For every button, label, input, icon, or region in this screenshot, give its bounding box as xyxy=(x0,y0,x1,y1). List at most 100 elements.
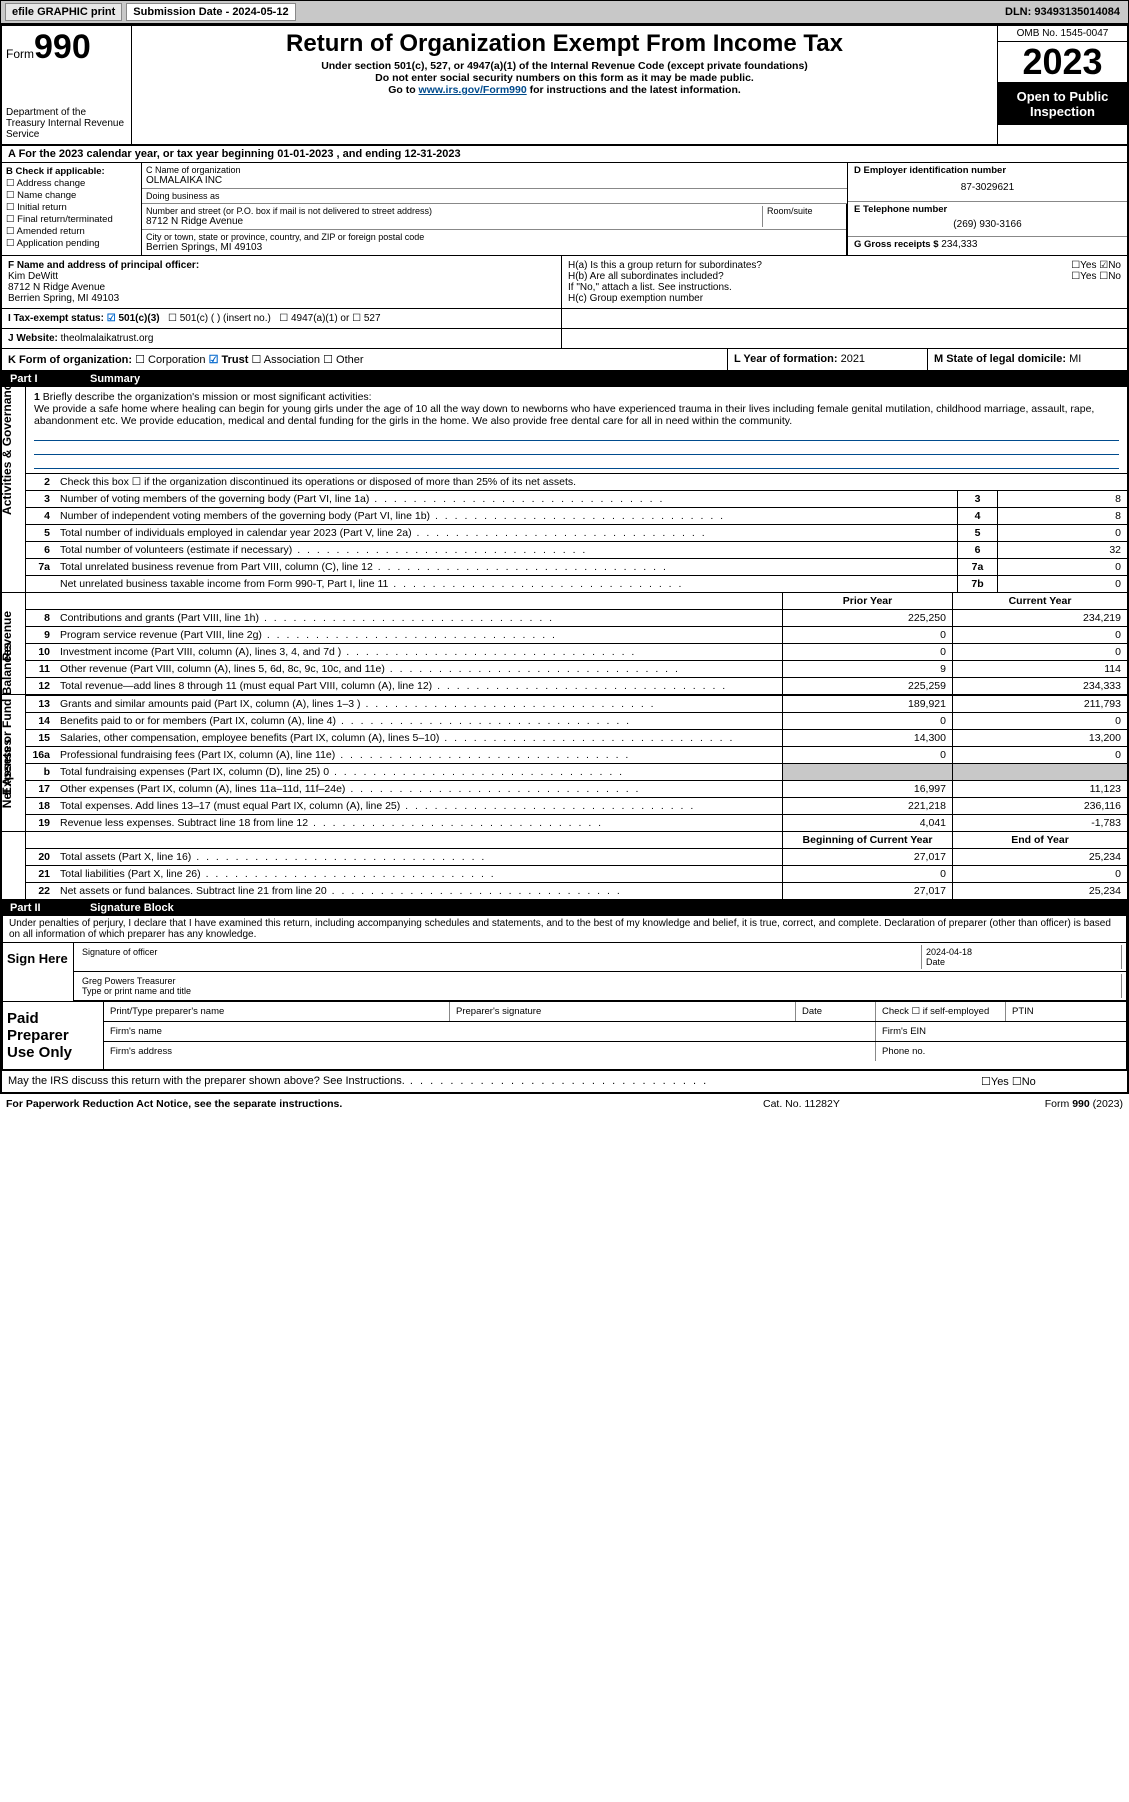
rev-line-12: 12Total revenue—add lines 8 through 11 (… xyxy=(26,677,1127,694)
address-field: Number and street (or P.O. box if mail i… xyxy=(142,204,846,230)
net-line-22: 22Net assets or fund balances. Subtract … xyxy=(26,882,1127,899)
mission-box: 1 Briefly describe the organization's mi… xyxy=(26,387,1127,473)
footer-right: Form 990 (2023) xyxy=(943,1098,1123,1110)
chk-association[interactable]: Association xyxy=(251,354,320,366)
chk-4947[interactable]: 4947(a)(1) or xyxy=(279,313,349,324)
officer-name-title: Greg Powers TreasurerType or print name … xyxy=(78,974,1122,998)
addr-label: Number and street (or P.O. box if mail i… xyxy=(146,206,762,216)
exp-line-15: 15Salaries, other compensation, employee… xyxy=(26,729,1127,746)
org-name-field: C Name of organization OLMALAIKA INC xyxy=(142,163,847,189)
topbar: efile GRAPHIC print Submission Date - 20… xyxy=(0,0,1129,24)
h-a-answer: ☐Yes ☑No xyxy=(1071,260,1121,271)
room-label: Room/suite xyxy=(767,206,842,216)
submission-date: Submission Date - 2024-05-12 xyxy=(126,3,295,21)
exp-line-17: 17Other expenses (Part IX, column (A), l… xyxy=(26,780,1127,797)
col-c-org-info: C Name of organization OLMALAIKA INC Doi… xyxy=(142,163,847,255)
part1-header: Part I Summary xyxy=(2,371,1127,387)
goto-prefix: Go to xyxy=(388,84,418,96)
efile-print-button[interactable]: efile GRAPHIC print xyxy=(5,3,122,21)
rev-line-9: 9Program service revenue (Part VIII, lin… xyxy=(26,626,1127,643)
chk-address-change[interactable]: Address change xyxy=(6,178,137,189)
section-revenue: Revenue Prior Year Current Year 8Contrib… xyxy=(2,593,1127,695)
gov-line-3: 3Number of voting members of the governi… xyxy=(26,490,1127,507)
exp-line-18: 18Total expenses. Add lines 13–17 (must … xyxy=(26,797,1127,814)
chk-amended-return[interactable]: Amended return xyxy=(6,226,137,237)
line-2: 2 Check this box ☐ if the organization d… xyxy=(26,473,1127,490)
row-fh: F Name and address of principal officer:… xyxy=(2,256,1127,309)
row-klm: K Form of organization: Corporation Trus… xyxy=(2,349,1127,371)
chk-corporation[interactable]: Corporation xyxy=(135,354,205,366)
i-label: I Tax-exempt status: xyxy=(8,313,104,324)
sig-officer: Signature of officer xyxy=(78,945,922,969)
firm-address: Firm's address xyxy=(104,1042,876,1061)
net-header-row: Beginning of Current Year End of Year xyxy=(26,832,1127,848)
gov-line-6: 6Total number of volunteers (estimate if… xyxy=(26,541,1127,558)
rev-line-10: 10Investment income (Part VIII, column (… xyxy=(26,643,1127,660)
officer-name: Kim DeWitt xyxy=(8,271,555,282)
phone-label: E Telephone number xyxy=(854,204,1121,215)
chk-501c3[interactable]: 501(c)(3) xyxy=(107,313,160,324)
gov-line-4: 4Number of independent voting members of… xyxy=(26,507,1127,524)
dba-field: Doing business as xyxy=(142,189,847,204)
form-prefix: Form xyxy=(6,47,34,61)
website-field: J Website: theolmalaikatrust.org xyxy=(2,329,562,348)
m-value: MI xyxy=(1069,353,1081,365)
chk-application-pending[interactable]: Application pending xyxy=(6,238,137,249)
sign-here-row: Sign Here Signature of officer 2024-04-1… xyxy=(2,943,1127,1002)
officer-addr2: Berrien Spring, MI 49103 xyxy=(8,293,555,304)
col-d-ein: D Employer identification number 87-3029… xyxy=(847,163,1127,255)
gov-line-7b: Net unrelated business taxable income fr… xyxy=(26,575,1127,592)
firm-name: Firm's name xyxy=(104,1022,876,1041)
exp-line-b: bTotal fundraising expenses (Part IX, co… xyxy=(26,763,1127,780)
part1-label: Part I xyxy=(10,373,70,385)
gross-receipts-value: 234,333 xyxy=(941,239,977,250)
officer-addr1: 8712 N Ridge Avenue xyxy=(8,282,555,293)
right-header-cell: OMB No. 1545-0047 2023 Open to Public In… xyxy=(997,26,1127,144)
preparer-self-employed: Check ☐ if self-employed xyxy=(876,1002,1006,1021)
phone-value: (269) 930-3166 xyxy=(854,215,1121,234)
chk-527[interactable]: 527 xyxy=(352,313,380,324)
city-label: City or town, state or province, country… xyxy=(146,232,842,242)
row-j: J Website: theolmalaikatrust.org xyxy=(2,329,1127,349)
chk-name-change[interactable]: Name change xyxy=(6,190,137,201)
discuss-answer: ☐Yes ☐No xyxy=(981,1075,1121,1088)
chk-initial-return[interactable]: Initial return xyxy=(6,202,137,213)
h-b-answer: ☐Yes ☐No xyxy=(1071,271,1121,282)
exp-line-16a: 16aProfessional fundraising fees (Part I… xyxy=(26,746,1127,763)
form-title: Return of Organization Exempt From Incom… xyxy=(142,30,987,58)
b-header: B Check if applicable: xyxy=(6,166,137,177)
chk-trust[interactable]: Trust xyxy=(209,354,249,366)
rev-header-row: Prior Year Current Year xyxy=(26,593,1127,609)
dln: DLN: 93493135014084 xyxy=(1005,6,1124,18)
form-number-cell: Form990 Department of the Treasury Inter… xyxy=(2,26,132,144)
gov-line-5: 5Total number of individuals employed in… xyxy=(26,524,1127,541)
net-line-21: 21Total liabilities (Part X, line 26)00 xyxy=(26,865,1127,882)
q1-label: Briefly describe the organization's miss… xyxy=(43,391,372,403)
h-a-question: H(a) Is this a group return for subordin… xyxy=(568,260,1071,271)
vert-governance: Activities & Governance xyxy=(2,387,26,592)
website-value: theolmalaikatrust.org xyxy=(61,333,154,344)
paid-preparer-label: Paid Preparer Use Only xyxy=(3,1002,103,1069)
current-year-hdr: Current Year xyxy=(952,593,1127,609)
l-label: L Year of formation: xyxy=(734,353,838,365)
sig-date: 2024-04-18Date xyxy=(922,945,1122,969)
f-label: F Name and address of principal officer: xyxy=(8,260,555,271)
net-line-20: 20Total assets (Part X, line 16)27,01725… xyxy=(26,848,1127,865)
col-b-checkboxes: B Check if applicable: Address change Na… xyxy=(2,163,142,255)
public-inspection: Open to Public Inspection xyxy=(998,83,1127,125)
form-number: 990 xyxy=(34,28,91,66)
irs-link[interactable]: www.irs.gov/Form990 xyxy=(419,84,527,96)
footer-left: For Paperwork Reduction Act Notice, see … xyxy=(6,1098,763,1110)
tax-exempt-status: I Tax-exempt status: 501(c)(3) 501(c) ( … xyxy=(2,309,562,328)
m-label: M State of legal domicile: xyxy=(934,353,1066,365)
chk-final-return[interactable]: Final return/terminated xyxy=(6,214,137,225)
exp-line-13: 13Grants and similar amounts paid (Part … xyxy=(26,695,1127,712)
rev-line-8: 8Contributions and grants (Part VIII, li… xyxy=(26,609,1127,626)
tax-year: 2023 xyxy=(998,42,1127,83)
section-bcd: B Check if applicable: Address change Na… xyxy=(2,163,1127,256)
footer-center: Cat. No. 11282Y xyxy=(763,1098,943,1110)
chk-501c[interactable]: 501(c) ( ) (insert no.) xyxy=(168,313,271,324)
firm-phone: Phone no. xyxy=(876,1042,1126,1061)
beginning-year-hdr: Beginning of Current Year xyxy=(782,832,952,848)
chk-other[interactable]: Other xyxy=(323,354,363,366)
